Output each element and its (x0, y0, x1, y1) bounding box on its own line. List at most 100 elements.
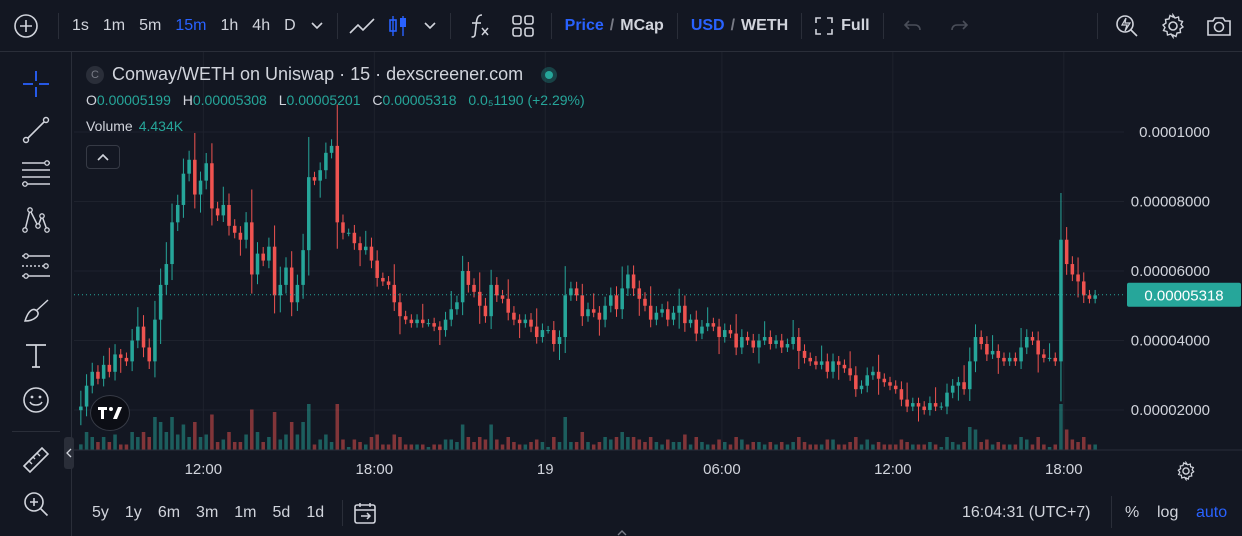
candle-body (193, 159, 197, 195)
layouts-icon[interactable] (501, 10, 545, 42)
volume-bar (705, 444, 710, 450)
volume-bar (90, 437, 95, 450)
volume-bar (1064, 429, 1069, 450)
toggle-separator: / (730, 16, 736, 34)
volume-bar (836, 444, 841, 450)
range-5d[interactable]: 5d (272, 504, 291, 521)
range-3m[interactable]: 3m (196, 504, 219, 521)
auto-scale-button[interactable]: auto (1196, 504, 1228, 521)
candle-body (586, 309, 590, 317)
fib-retracement-icon[interactable] (18, 156, 54, 192)
volume-bar (609, 439, 613, 450)
volume-bar (432, 444, 436, 450)
volume-bar (1093, 444, 1097, 450)
candle-body (762, 337, 767, 341)
range-1m[interactable]: 1m (234, 504, 257, 521)
log-scale-button[interactable]: log (1157, 504, 1179, 521)
pattern-tool-icon[interactable] (18, 202, 54, 238)
candle-body (455, 302, 459, 310)
trend-line-icon[interactable] (18, 112, 54, 148)
volume-bar (158, 422, 163, 450)
interval-1s[interactable]: 1s (72, 16, 89, 34)
y-tick-label: 0.00008000 (1131, 193, 1210, 210)
volume-bar (426, 447, 431, 450)
redo-icon[interactable] (936, 10, 982, 42)
forecast-tool-icon[interactable] (18, 248, 54, 284)
timezone-clock[interactable]: 16:04:31 (UTC+7) (962, 504, 1091, 521)
volume-bar (227, 432, 231, 450)
mcap-option[interactable]: MCap (620, 16, 664, 34)
indicators-icon[interactable] (457, 10, 501, 42)
volume-bar (483, 439, 488, 450)
candle-body (477, 291, 482, 306)
tradingview-logo[interactable] (90, 395, 130, 431)
market-status-icon[interactable] (541, 66, 558, 83)
volume-bar (118, 444, 123, 450)
currency-toggle[interactable]: USD / WETH (684, 10, 795, 42)
open-value: 0.00005199 (96, 92, 171, 108)
range-6m[interactable]: 6m (157, 504, 181, 521)
settings-gear-icon[interactable] (1150, 10, 1196, 42)
candle-body (227, 204, 231, 226)
volume-bar (1059, 404, 1063, 450)
camera-snapshot-icon[interactable] (1196, 10, 1242, 42)
emoji-icon[interactable] (18, 382, 54, 418)
zoom-in-icon[interactable] (18, 486, 54, 522)
chevron-up-icon[interactable] (617, 524, 627, 536)
date-range-icon[interactable] (353, 501, 377, 525)
candle-body (688, 319, 693, 324)
quick-search-icon[interactable] (1104, 10, 1150, 42)
volume-bar (683, 434, 687, 450)
text-tool-icon[interactable] (18, 338, 54, 374)
usd-option[interactable]: USD (690, 16, 725, 34)
brush-icon[interactable] (18, 294, 54, 330)
time-axis[interactable]: 12:00 18:00 19 06:00 12:00 18:00 (72, 449, 1242, 478)
range-5y[interactable]: 5y (92, 504, 109, 521)
weth-option[interactable]: WETH (741, 16, 789, 34)
range-1d[interactable]: 1d (306, 504, 325, 521)
volume-bar (107, 442, 112, 450)
interval-1m[interactable]: 1m (102, 16, 126, 34)
chart-type-dropdown-icon[interactable] (416, 10, 444, 42)
volume-bar (363, 444, 368, 450)
candle-body (420, 319, 425, 324)
line-chart-icon[interactable] (344, 10, 380, 42)
price-axis[interactable]: 0.00002000 0.00004000 0.00006000 0.00008000… (1131, 124, 1210, 419)
volume-bar (854, 437, 858, 450)
candle-body (426, 323, 431, 325)
volume-bars (79, 404, 1097, 450)
candle-body (1030, 337, 1035, 341)
price-mcap-toggle[interactable]: Price / MCap (558, 10, 671, 42)
interval-1h[interactable]: 1h (220, 16, 239, 34)
price-chart[interactable]: 0.00005318 0.00002000 0.00004000 0.0000600… (72, 52, 1242, 536)
interval-5m[interactable]: 5m (139, 16, 162, 34)
volume-bar (466, 437, 471, 450)
candle-body (591, 309, 596, 313)
add-symbol-icon[interactable] (0, 10, 52, 42)
collapse-legend-button[interactable] (86, 145, 120, 169)
crosshair-icon[interactable] (18, 66, 54, 102)
candle-body (603, 305, 607, 320)
interval-dropdown-icon[interactable] (303, 10, 331, 42)
interval-15m[interactable]: 15m (175, 16, 207, 34)
volume-bar (677, 442, 681, 450)
percent-scale-button[interactable]: % (1125, 504, 1140, 521)
fullscreen-button[interactable]: Full (808, 10, 876, 42)
volume-bar (990, 444, 995, 450)
volume-bar (882, 444, 887, 450)
candlestick-icon[interactable] (380, 10, 416, 42)
volume-bar (620, 432, 624, 450)
candle-body (831, 361, 835, 372)
candle-body (683, 305, 687, 324)
candle-body (312, 177, 317, 181)
interval-D[interactable]: D (284, 16, 296, 34)
volume-label: Volume (86, 118, 133, 134)
interval-4h[interactable]: 4h (252, 16, 271, 34)
ruler-icon[interactable] (18, 442, 54, 478)
collapse-toolbar-handle[interactable] (64, 437, 74, 469)
price-option[interactable]: Price (564, 16, 604, 34)
candle-body (574, 288, 579, 296)
time-axis-settings-icon[interactable] (1176, 460, 1196, 486)
undo-icon[interactable] (890, 10, 936, 42)
range-1y[interactable]: 1y (124, 504, 142, 521)
